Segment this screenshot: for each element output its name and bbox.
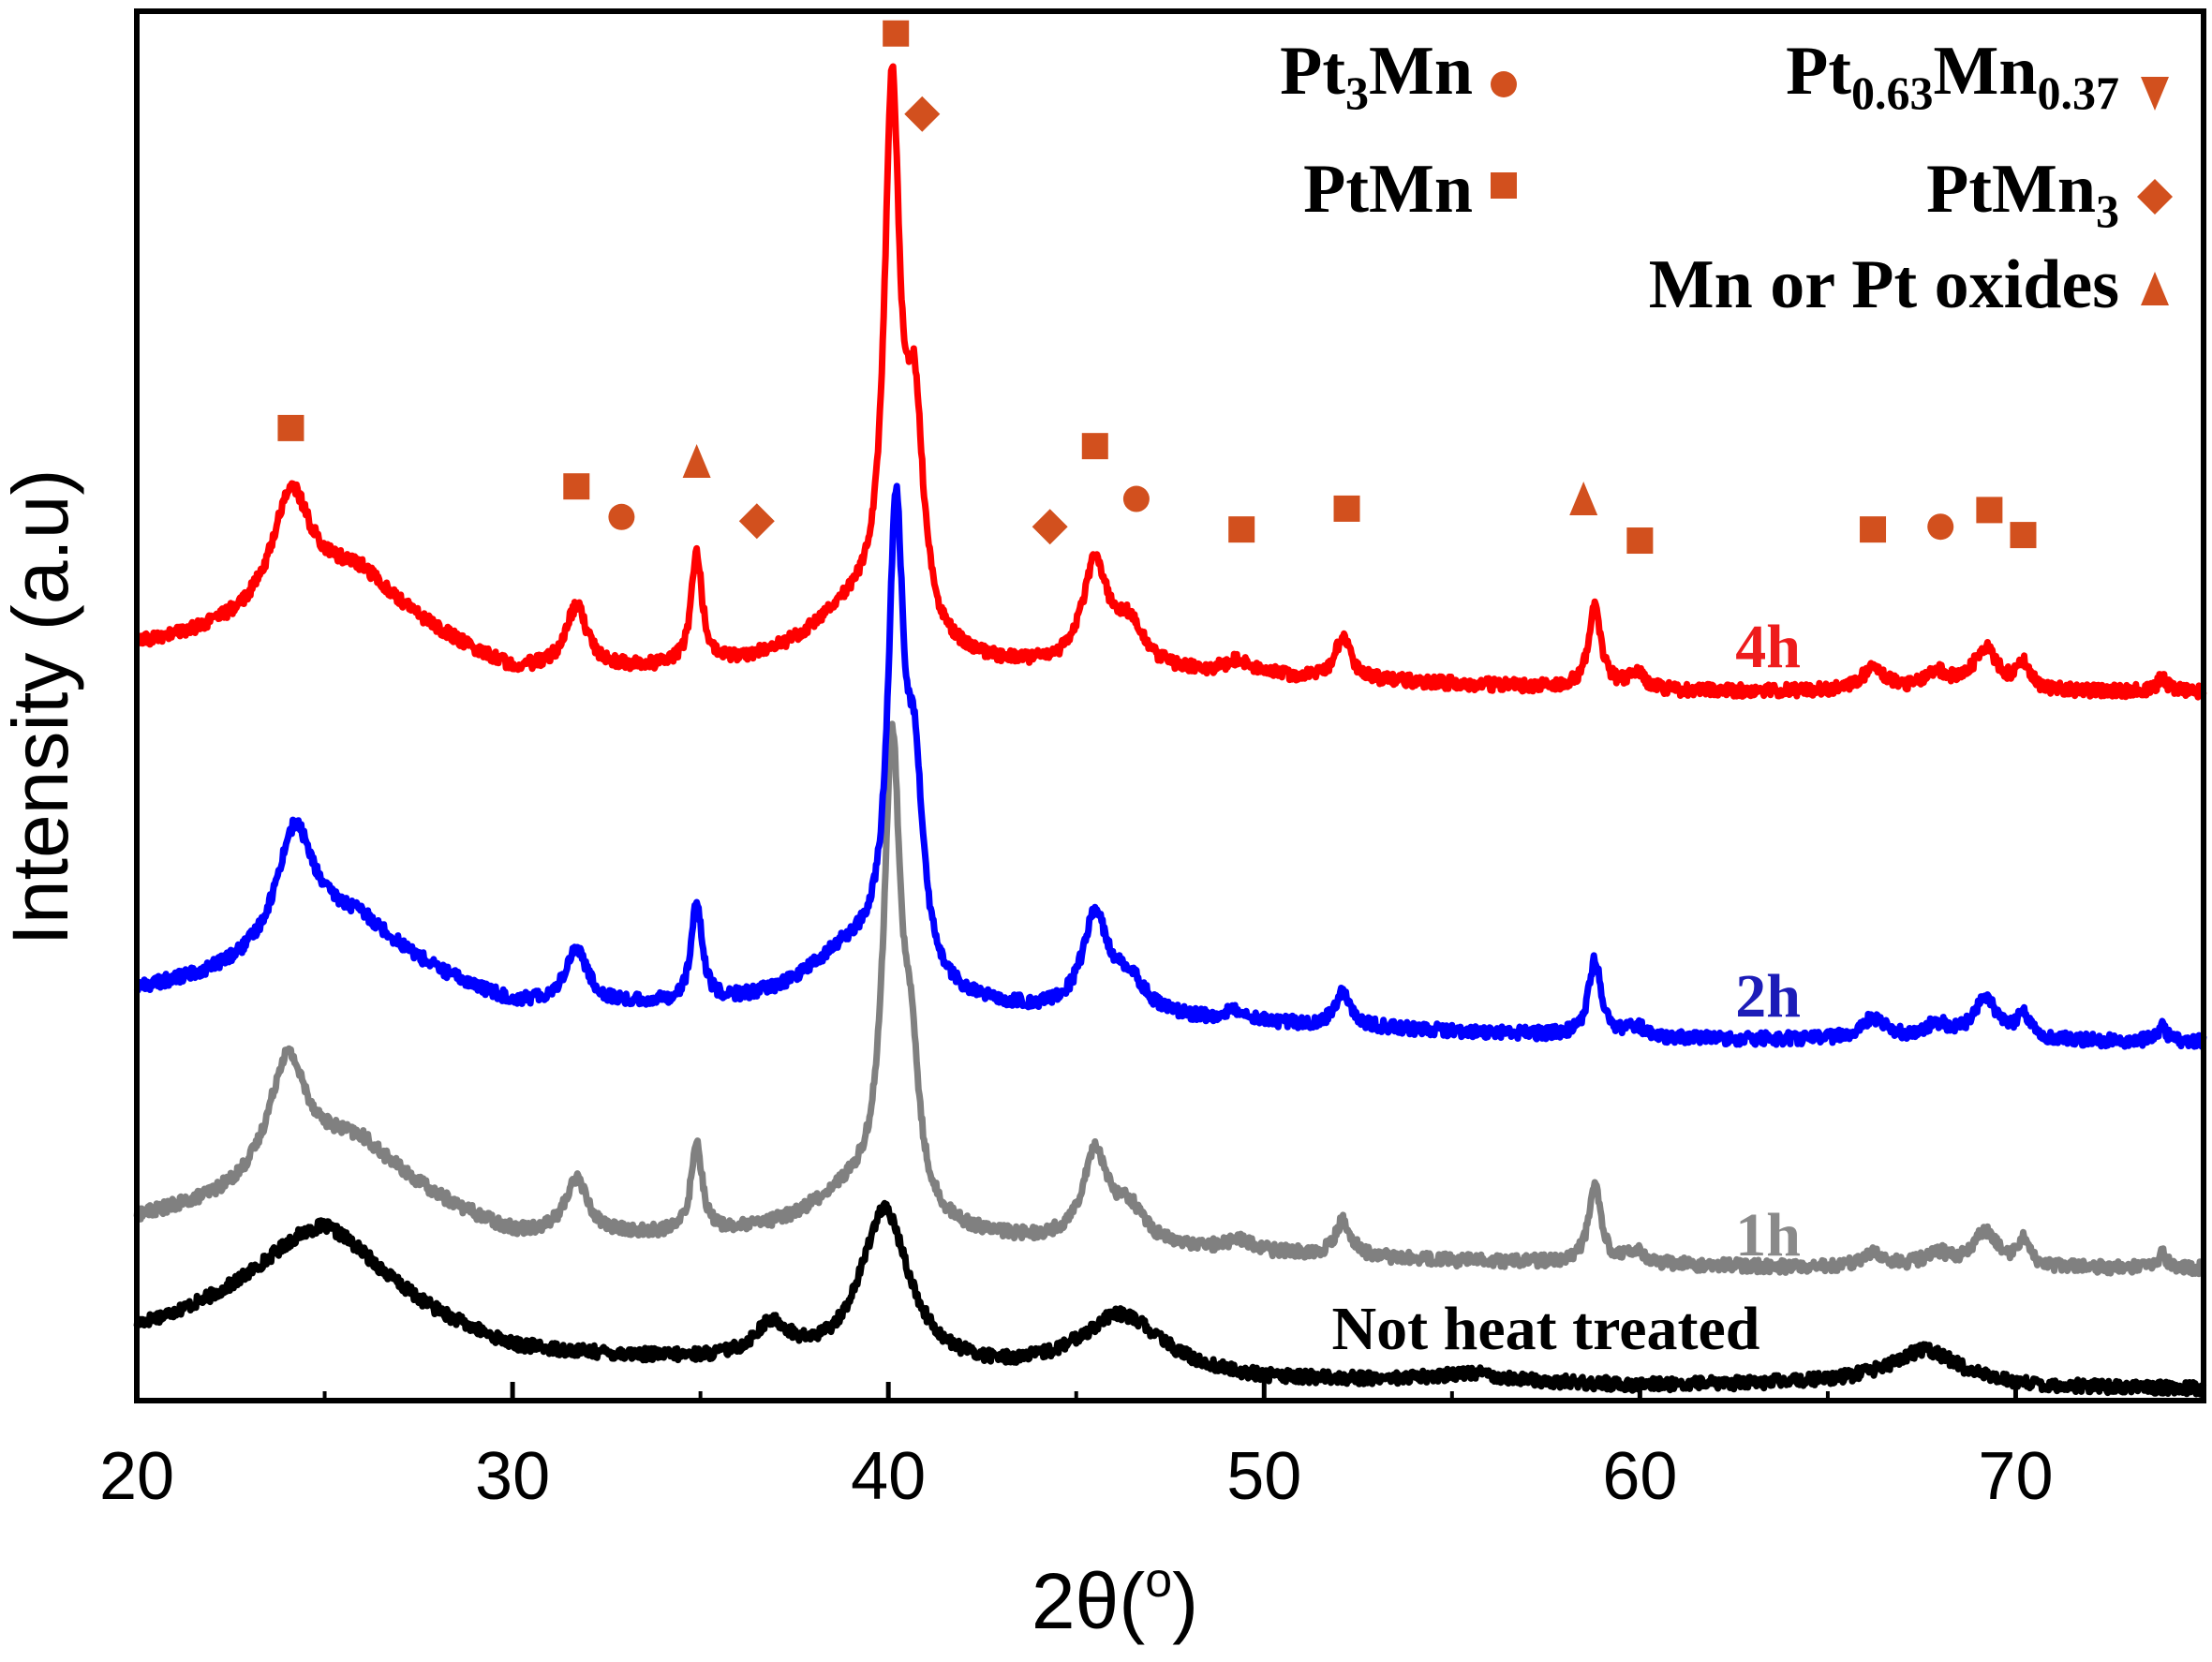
series-label-1h: 1h [1735,1201,1801,1269]
phase-marker-diamond [1032,509,1068,545]
legend-label: Pt0.63Mn0.37 [1786,33,2119,119]
phase-marker-square [883,20,910,47]
legend-item-pt3mn: Pt3Mn [1280,33,1517,119]
phase-marker-square [277,414,304,441]
legend-label: PtMn [1303,151,1473,228]
series-label-4h: 4h [1735,613,1801,681]
legend-subscript: 0.63 [1851,67,1934,119]
legend-item-pt063: Pt0.63Mn0.37 [1786,33,2169,119]
legend-text-part: Pt [1280,33,1345,110]
series-line-4h [134,63,2207,701]
legend-marker-diamond [2137,179,2173,215]
legend-text-part: PtMn [1926,151,2096,228]
phase-marker-square [1081,433,1108,460]
legend-text-part: PtMn [1303,151,1473,228]
series-label-2h: 2h [1735,962,1801,1031]
x-tick-label: 20 [99,1439,174,1514]
x-tick-label: 70 [1978,1439,2053,1514]
legend-text-part: Mn [1369,33,1473,110]
phase-marker-square [563,473,590,500]
phase-marker-square [2010,522,2037,549]
series-line-1h [133,720,2206,1278]
legend-item-ptmn: PtMn [1303,151,1517,228]
legend-marker-triangle-up [2141,272,2169,305]
x-axis-title-close: ) [1172,1557,1198,1645]
legend-subscript: 3 [2096,185,2119,237]
legend-item-ptmn3: PtMn3 [1926,151,2173,237]
phase-marker-diamond [904,96,941,132]
plot-frame [134,8,2206,1403]
phase-marker-circle [608,503,635,530]
legend-label: PtMn3 [1926,151,2119,237]
series-layer [133,63,2207,1398]
phase-marker-square [1228,516,1255,543]
y-axis-title: Intensity (a.u) [0,469,84,946]
legend-marker-circle [1491,71,1517,97]
legend-text-part: Pt [1786,33,1851,110]
legend-text-part: Mn [1934,33,2038,110]
x-axis-title-degree: o [1145,1553,1172,1608]
phase-marker-square [1333,495,1360,522]
x-tick-label: 40 [851,1439,926,1514]
legend-text-part: Mn or Pt oxides [1649,246,2119,323]
phase-marker-square [1860,516,1887,543]
legend-label: Mn or Pt oxides [1649,246,2119,323]
legend-label: Pt3Mn [1280,33,1473,119]
series-line-not-heat-treated [133,1199,2207,1398]
phase-marker-circle [1122,485,1150,512]
phase-markers [277,20,2037,555]
series-labels: Not heat treated 1h 2h 4h [1332,613,1801,1363]
x-axis-title-main: 2θ( [1032,1557,1145,1645]
legend-subscript: 3 [1345,67,1369,119]
legend-subscript: 0.37 [2038,67,2120,119]
legend-marker-triangle-down [2141,77,2169,111]
x-axis: 20 30 40 50 60 70 [99,1382,2054,1514]
x-tick-label: 60 [1602,1439,1677,1514]
series-label-not-heat-treated: Not heat treated [1332,1295,1760,1363]
legend-item-oxides: Mn or Pt oxides [1649,246,2169,323]
phase-marker-square [1976,497,2003,524]
phase-marker-triangle-up [682,443,711,478]
legend-marker-square [1491,172,1517,199]
x-tick-label: 50 [1226,1439,1301,1514]
x-tick-label: 30 [475,1439,550,1514]
phase-marker-square [1626,527,1654,555]
series-line-2h [133,482,2207,1050]
x-axis-title: 2θ(o) [1032,1553,1198,1645]
phase-marker-circle [1927,513,1954,541]
phase-marker-diamond [738,503,775,540]
phase-marker-triangle-up [1569,482,1598,516]
